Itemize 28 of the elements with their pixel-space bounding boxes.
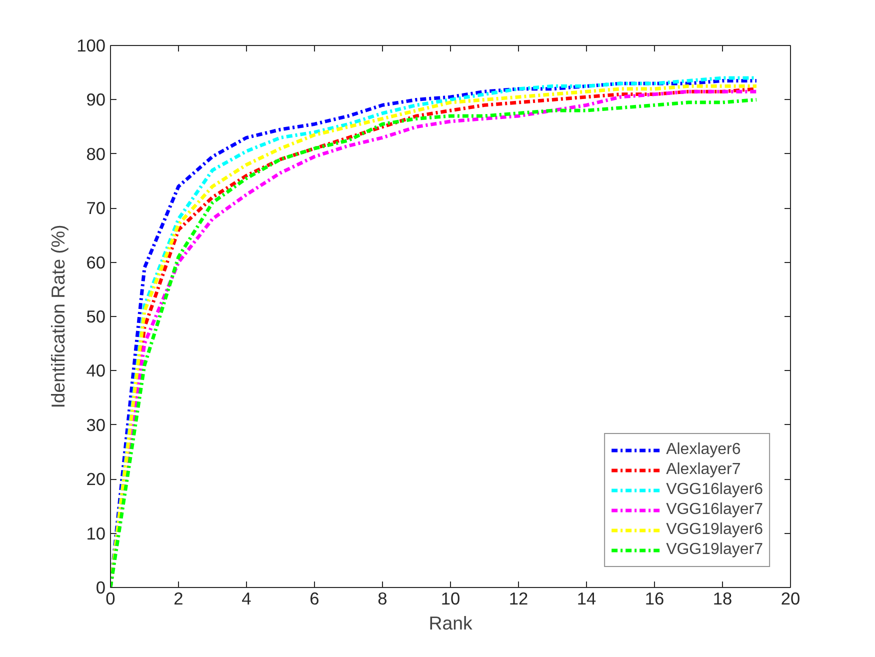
- y-tick-label: 20: [86, 469, 106, 490]
- y-tick-label: 60: [86, 252, 106, 272]
- y-tick-label: 50: [86, 306, 106, 326]
- legend-label: VGG16layer7: [666, 501, 763, 519]
- legend-label: VGG16layer6: [666, 481, 763, 499]
- y-tick-label: 90: [86, 90, 106, 110]
- x-tick-label: 20: [780, 588, 800, 608]
- y-tick-label: 100: [76, 36, 106, 56]
- legend-label: VGG19layer7: [666, 541, 763, 559]
- legend-label: VGG19layer6: [666, 521, 763, 539]
- x-tick-label: 16: [644, 588, 664, 608]
- y-tick-label: 10: [86, 523, 106, 544]
- x-tick-label: 4: [242, 588, 252, 608]
- x-tick-label: 10: [440, 588, 460, 608]
- x-tick-label: 18: [712, 588, 732, 608]
- x-tick-label: 14: [576, 588, 596, 608]
- y-axis-title: Identification Rate (%): [48, 224, 69, 408]
- x-tick-label: 6: [310, 588, 320, 608]
- y-tick-label: 80: [86, 144, 106, 164]
- y-tick-label: 40: [86, 360, 106, 381]
- x-axis-title: Rank: [428, 612, 473, 634]
- legend-label: Alexlayer7: [666, 461, 741, 479]
- x-tick-label: 2: [174, 588, 184, 608]
- x-tick-label: 12: [508, 588, 528, 608]
- y-tick-label: 70: [86, 198, 106, 218]
- legend-label: Alexlayer6: [666, 441, 741, 459]
- y-tick-label: 30: [86, 414, 106, 435]
- x-tick-label: 8: [378, 588, 388, 608]
